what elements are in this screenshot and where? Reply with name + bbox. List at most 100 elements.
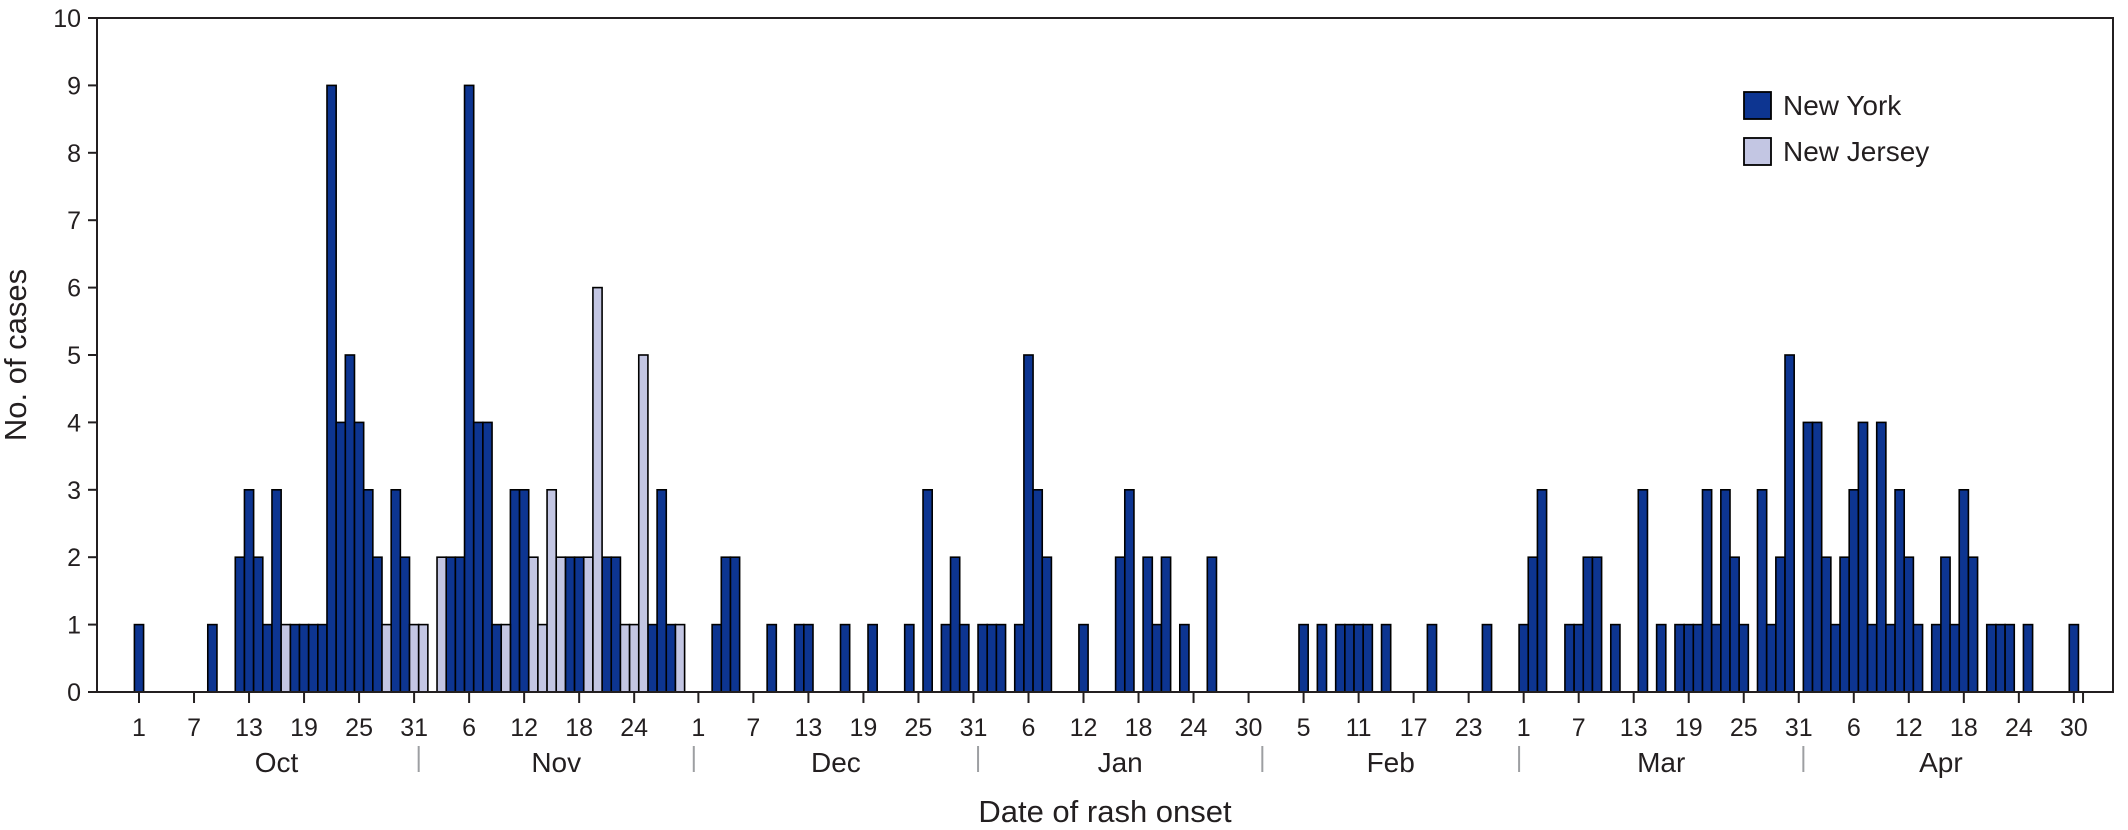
bar-new-york: [1710, 623, 1722, 693]
y-tick-label: 4: [67, 409, 81, 437]
bar-new-york: [803, 623, 814, 693]
bar-new-york: [656, 488, 668, 693]
bar-new-york: [922, 488, 934, 693]
bar-new-york: [949, 556, 961, 693]
bar-new-york: [1316, 623, 1328, 693]
x-tick-label: 25: [905, 714, 933, 742]
bar-new-jersey: [280, 623, 292, 693]
bar-new-york: [601, 556, 613, 693]
bar-new-york: [958, 623, 970, 693]
bar-new-york: [1738, 623, 1750, 693]
y-axis: 0 1 2 3 4 5 6 7 8 9 10: [53, 5, 97, 707]
bar-new-york: [243, 488, 255, 693]
x-tick-label: 1: [1517, 714, 1531, 742]
x-tick-label: 31: [960, 714, 988, 742]
bar-new-york: [390, 488, 402, 693]
bar-new-york: [491, 623, 503, 693]
bar-new-york: [1701, 488, 1713, 693]
bar-new-york: [472, 421, 484, 693]
x-tick-label: 5: [1297, 714, 1311, 742]
bar-new-york: [1875, 421, 1887, 693]
month-label: Dec: [811, 747, 861, 778]
y-tick-label: 6: [67, 275, 81, 303]
bar-new-york: [206, 623, 218, 693]
bar-new-york: [1857, 421, 1869, 693]
bar-new-york: [995, 623, 1007, 693]
x-tick-label: 23: [1455, 714, 1483, 742]
month-label: Jan: [1098, 747, 1143, 778]
bar-new-york: [1591, 556, 1603, 693]
bar-new-york: [261, 623, 273, 693]
bar-new-york: [344, 354, 356, 693]
x-axis: 1 7 13 19 25 31 6 12 18 24 1 7 13 19 25 31 6 12 18 24 30 5 11 1…: [132, 692, 2088, 778]
bar-new-york: [1692, 623, 1704, 693]
bar-new-york: [518, 488, 530, 693]
y-tick-label: 8: [67, 140, 81, 168]
bar-new-york: [1958, 488, 1970, 693]
bar-new-york: [1967, 556, 1979, 693]
x-tick-label: 13: [795, 714, 823, 742]
y-tick-label: 0: [67, 679, 81, 707]
bar-new-york: [1298, 623, 1309, 693]
bar-new-york: [1903, 556, 1915, 693]
x-tick-label: 19: [290, 714, 318, 742]
bar-new-york: [1930, 623, 1942, 693]
x-tick-label: 13: [235, 714, 263, 742]
x-tick-label: 1: [691, 714, 705, 742]
bar-new-jersey: [546, 488, 558, 693]
bar-new-york: [1765, 623, 1777, 693]
bar-new-jersey: [527, 556, 539, 693]
bar-new-jersey: [500, 623, 512, 693]
x-tick-label: 7: [1572, 714, 1586, 742]
bar-new-york: [2004, 623, 2016, 693]
legend-swatch-new-jersey: [1743, 137, 1772, 166]
bar-new-york: [1518, 623, 1530, 693]
bar-new-york: [1655, 623, 1667, 693]
bar-new-york: [647, 623, 658, 693]
bar-new-york: [1729, 556, 1740, 693]
bar-new-york: [445, 556, 457, 693]
bar-new-york: [298, 623, 310, 693]
bar-new-york: [234, 556, 246, 693]
bar-new-york: [133, 623, 145, 693]
bar-new-york: [463, 84, 475, 693]
bar-new-jersey: [408, 623, 420, 693]
bar-new-york: [1912, 623, 1924, 693]
bar-new-york: [1830, 623, 1841, 693]
bar-new-york: [1720, 488, 1731, 693]
x-tick-label: 30: [1235, 714, 1263, 742]
x-tick-label: 1: [132, 714, 146, 742]
x-axis-title: Date of rash onset: [978, 794, 1232, 829]
x-tick-label: 24: [1180, 714, 1208, 742]
bar-new-york: [1114, 556, 1126, 693]
x-tick-label: 12: [1070, 714, 1098, 742]
x-tick-label: 18: [1125, 714, 1153, 742]
y-tick-label: 10: [53, 5, 81, 33]
bar-new-york: [1206, 556, 1218, 693]
bar-new-york: [1784, 354, 1795, 693]
bar-new-york: [573, 556, 585, 693]
bar-new-jersey: [628, 623, 640, 693]
y-axis-title: No. of cases: [0, 269, 33, 441]
bar-new-york: [610, 556, 622, 693]
bar-new-jersey: [637, 354, 649, 693]
bar-new-york: [252, 556, 264, 693]
bar-new-jersey: [592, 286, 603, 693]
bar-new-york: [1564, 623, 1575, 693]
y-tick-label: 2: [67, 544, 81, 572]
bar-new-york: [1637, 488, 1649, 693]
bar-new-york: [839, 623, 851, 693]
y-tick-label: 3: [67, 477, 81, 505]
x-tick-label: 18: [1950, 714, 1978, 742]
bar-new-york: [1866, 623, 1878, 693]
bar-new-jersey: [381, 623, 392, 693]
x-tick-label: 17: [1400, 714, 1428, 742]
month-label: Apr: [1919, 747, 1963, 778]
bar-new-york: [1032, 488, 1044, 693]
x-tick-label: 31: [1785, 714, 1813, 742]
x-tick-label: 24: [2005, 714, 2033, 742]
legend-label-new-york: New York: [1783, 90, 1902, 121]
bar-new-york: [307, 623, 319, 693]
bar-new-york: [1123, 488, 1135, 693]
